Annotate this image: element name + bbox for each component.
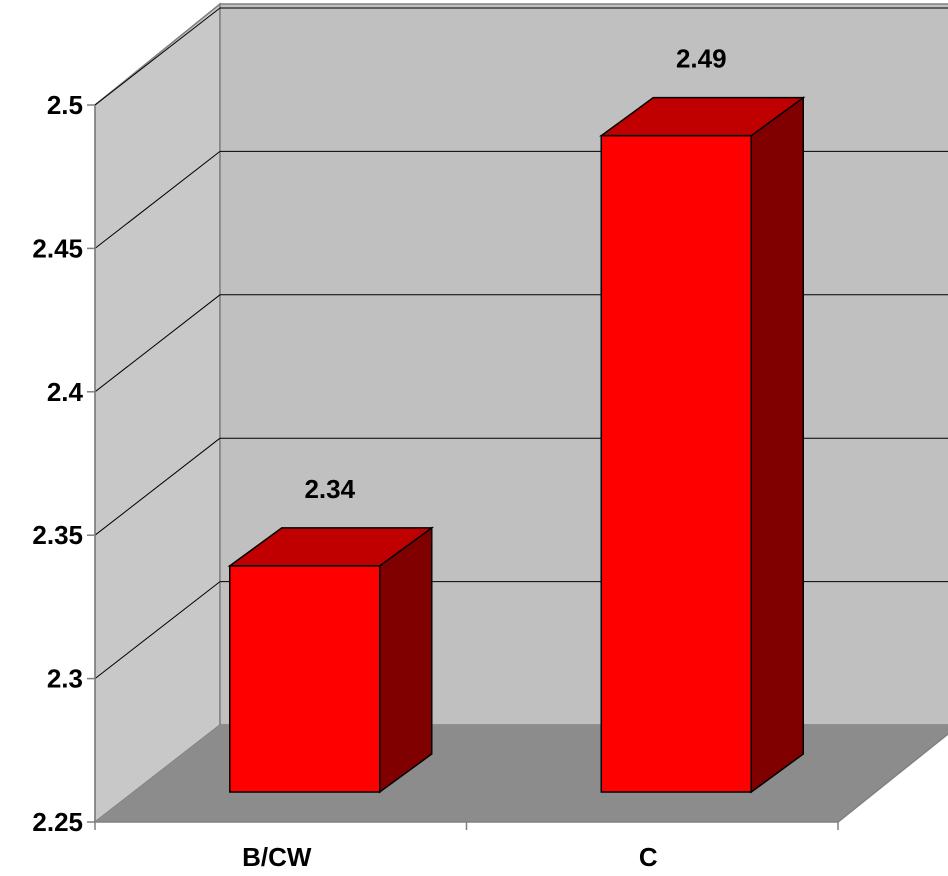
gridline-side <box>94 294 221 393</box>
bar <box>227 526 435 794</box>
gridline-side <box>94 437 221 536</box>
gridline-side <box>94 151 221 249</box>
y-tick-label: 2.5 <box>47 90 83 120</box>
x-category-label: C <box>639 842 658 872</box>
floor <box>95 725 948 822</box>
gridlines <box>94 7 948 679</box>
y-tick-label: 2.45 <box>32 233 83 263</box>
gridline-side <box>94 7 221 106</box>
chart-walls <box>94 2 948 824</box>
bar-front <box>229 565 381 793</box>
bar <box>598 96 806 794</box>
y-tick-label: 2.25 <box>32 807 83 837</box>
data-label: 2.49 <box>676 44 727 74</box>
bars <box>227 96 806 794</box>
data-label: 2.34 <box>304 474 355 504</box>
bar-side <box>379 526 433 794</box>
labels: 2.25 2.3 2.35 2.4 2.45 2.5 2.34 B/CW 2.49 C <box>32 44 726 872</box>
gridline-side <box>94 581 221 679</box>
x-category-label: B/CW <box>242 842 312 872</box>
y-tick-label: 2.35 <box>32 520 83 550</box>
y-tick-label: 2.4 <box>47 377 84 407</box>
floor-front-right-edge <box>837 733 948 823</box>
axes <box>87 104 948 830</box>
y-tick-label: 2.3 <box>47 664 83 694</box>
side-wall <box>94 2 221 824</box>
bar-side <box>750 96 804 794</box>
bar-front <box>600 134 752 793</box>
